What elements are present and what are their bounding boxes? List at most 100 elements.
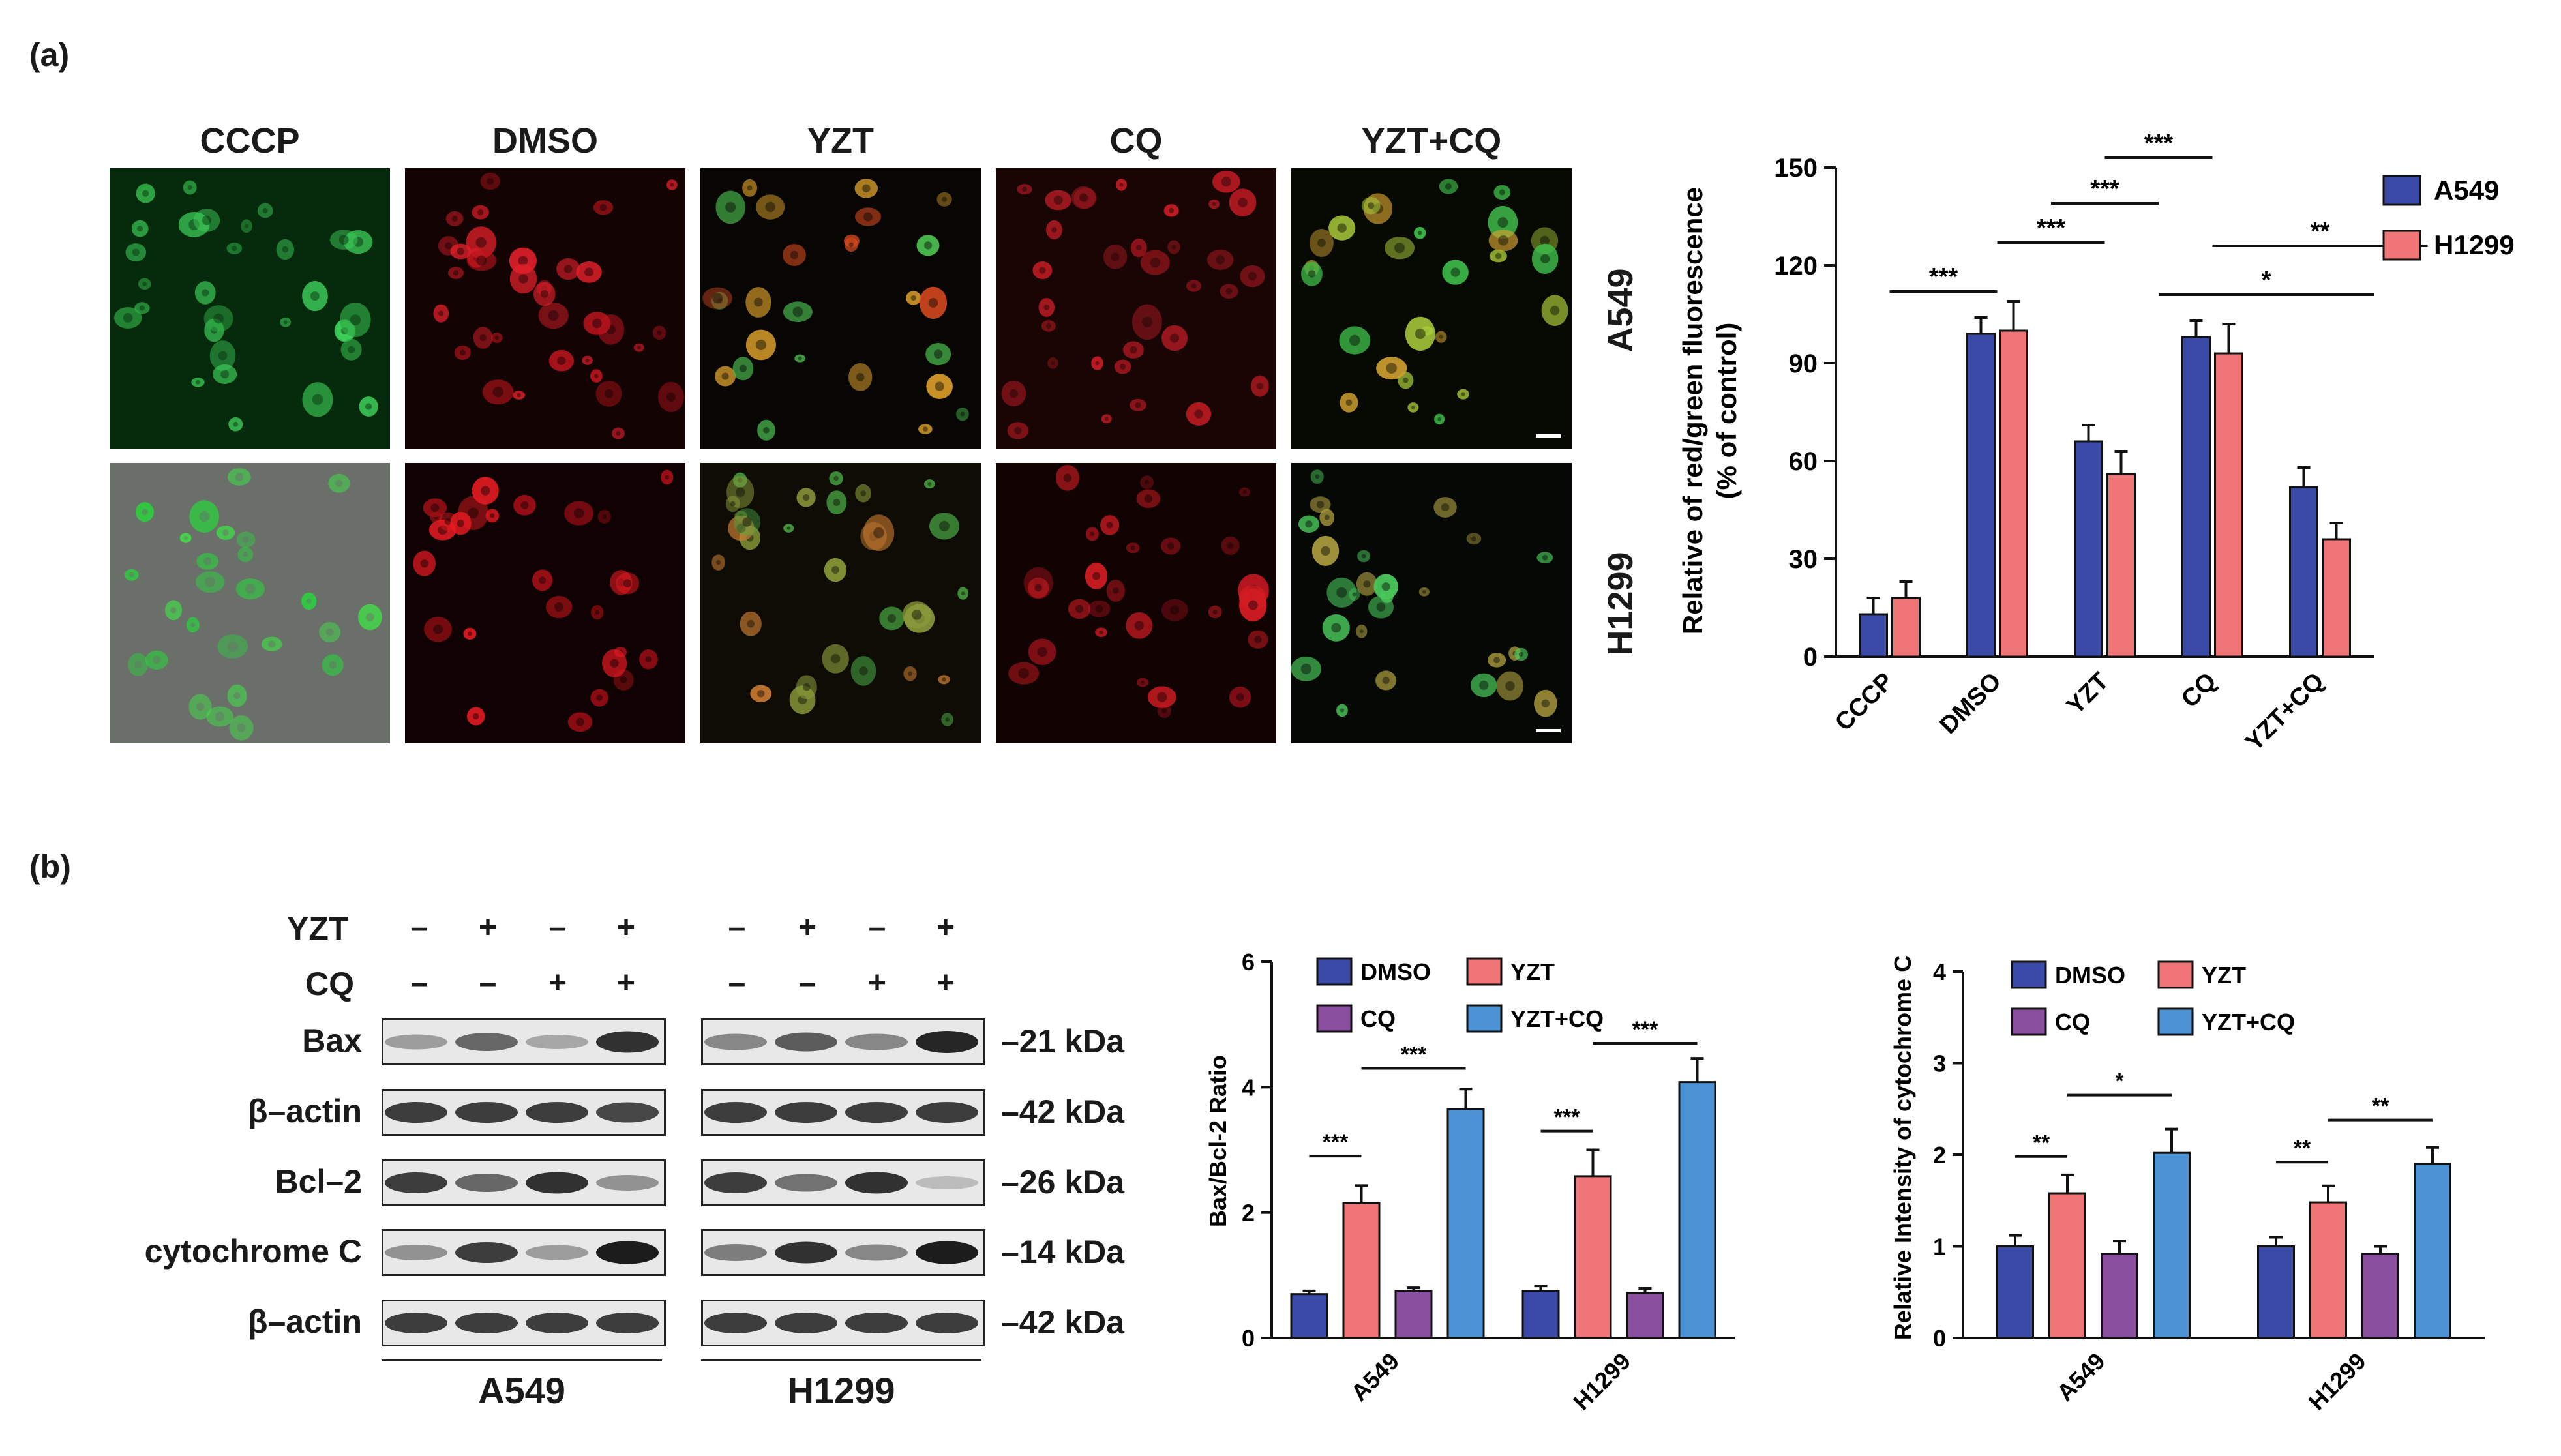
wb-band [455,1033,518,1051]
bax_bcl2-bar-dmso [1521,1290,1560,1339]
bax_bcl2-ytick-label: 0 [1242,1325,1255,1352]
wb-sign: + [798,910,817,945]
wb-band-label: cytochrome C [144,1233,362,1270]
wb-kda-label: –21 kDa [1001,1023,1125,1060]
wb-h1299-underline [701,1359,981,1361]
wb-sign: + [936,910,955,945]
cytochrome-legend-swatch [2157,960,2194,989]
wb-blot-strip [701,1159,985,1206]
wb-blot-strip [701,1300,985,1346]
wb-sign: – [868,910,886,945]
micro-col-cq: CQ [1109,121,1163,160]
fluorescence-bar-a549 [2074,440,2103,658]
wb-sign: + [616,910,636,945]
fluorescence-significance-label: *** [2144,130,2174,157]
wb-band [385,1034,447,1050]
fluorescence-significance-label: *** [2090,175,2119,203]
bax_bcl2-legend-label: CQ [1360,1005,1396,1032]
fluorescence-ytick-label: 0 [1803,643,1818,672]
cytochrome-significance-label: ** [2294,1136,2311,1161]
bax_bcl2-bar-cq [1626,1292,1664,1339]
wb-band [775,1102,837,1123]
wb-band [526,1035,588,1049]
fluorescence-ytick-label: 150 [1774,154,1818,183]
micro-image-cq-a549 [996,168,1276,449]
bax_bcl2-legend-swatch [1466,1004,1503,1033]
fluorescence-bar-h1299 [2106,473,2136,658]
scale-bar [1536,434,1561,438]
cytochrome-legend-label: YZT [2202,962,2246,988]
fluorescence-significance-label: *** [1929,263,1958,291]
panel-a-label: (a) [29,37,70,73]
cytochrome-legend-swatch [2011,1007,2047,1036]
wb-band-label: β–actin [247,1093,362,1129]
cytochrome-legend-swatch [2011,960,2047,989]
bax_bcl2-legend-swatch [1316,1004,1353,1033]
micro-image-yzt-cq-a549 [1291,168,1572,449]
micro-col-yzt-cq: YZT+CQ [1361,121,1502,160]
wb-sign: – [728,966,746,1000]
cytochrome-legend-label: CQ [2055,1009,2090,1035]
cytochrome-bar-cq [2361,1253,2399,1339]
wb-sign: + [616,966,636,1000]
wb-band [455,1313,518,1333]
wb-band [385,1102,447,1123]
cytochrome-category-label: H1299 [2303,1348,2371,1416]
fluorescence-category-label: YZT [2061,668,2114,720]
bax_bcl2-significance-label: *** [1554,1105,1580,1130]
wb-band-label: Bcl–2 [275,1163,362,1200]
panel-b-label: (b) [29,848,71,885]
wb-kda-label: –42 kDa [1001,1093,1125,1130]
bax_bcl2-legend-label: YZT [1510,958,1555,985]
wb-band [455,1174,518,1192]
wb-band [596,1241,659,1264]
cytochrome-bar-yzt-cq [2153,1151,2191,1339]
wb-band [916,1313,978,1333]
fluorescence-ylabel: Relative of red/green fluorescence [1677,187,1708,634]
cytochrome-bar-yzt [2309,1201,2347,1339]
micro-image-cq-h1299 [996,463,1276,743]
bax_bcl2-bar-yzt-cq [1678,1081,1716,1339]
wb-blot-strip [701,1018,985,1065]
wb-sign: + [548,966,567,1000]
wb-band [385,1172,447,1193]
fluorescence-category-label: CQ [2176,668,2222,713]
wb-band [385,1313,447,1333]
wb-band [596,1031,659,1053]
wb-a549-underline [382,1359,662,1361]
wb-band [704,1102,767,1123]
bax_bcl2-bar-cq [1394,1290,1433,1339]
cytochrome-bar-yzt [2048,1192,2086,1339]
micro-image-dmso-a549 [405,168,685,449]
wb-band [775,1174,837,1192]
wb-band-label: Bax [302,1022,362,1059]
wb-band [596,1175,659,1191]
wb-sign: – [410,966,428,1000]
wb-band-label: β–actin [247,1303,362,1340]
fluorescence-bar-a549 [2289,486,2318,658]
bax_bcl2-bar-dmso [1290,1293,1328,1339]
cytochrome-bar-cq [2101,1253,2138,1339]
wb-sign: + [478,910,498,945]
bax-bcl2-ylabel: Bax/Bcl-2 Ratio [1205,1055,1231,1227]
bax_bcl2-significance-label: *** [1323,1130,1349,1155]
wb-band [775,1241,837,1264]
fluorescence-bar-h1299 [2322,538,2351,658]
wb-band [385,1245,447,1260]
wb-sign: – [798,966,816,1000]
bax_bcl2-ytick-label: 6 [1242,949,1255,975]
wb-cell-a549: A549 [478,1370,565,1411]
wb-band [916,1241,978,1264]
cytochrome-ytick-label: 4 [1933,958,1946,985]
bax_bcl2-ytick-label: 2 [1242,1200,1255,1226]
micro-col-cccp: CCCP [200,121,300,160]
wb-blot-strip [382,1229,666,1276]
cytochrome-ytick-label: 3 [1933,1050,1946,1077]
bax_bcl2-legend-label: YZT+CQ [1510,1005,1604,1032]
wb-cell-h1299: H1299 [787,1370,895,1411]
fluorescence-bar-h1299 [1999,329,2028,658]
wb-band [455,1102,518,1123]
fluorescence-bar-h1299 [1891,597,1921,658]
wb-band [916,1176,978,1189]
